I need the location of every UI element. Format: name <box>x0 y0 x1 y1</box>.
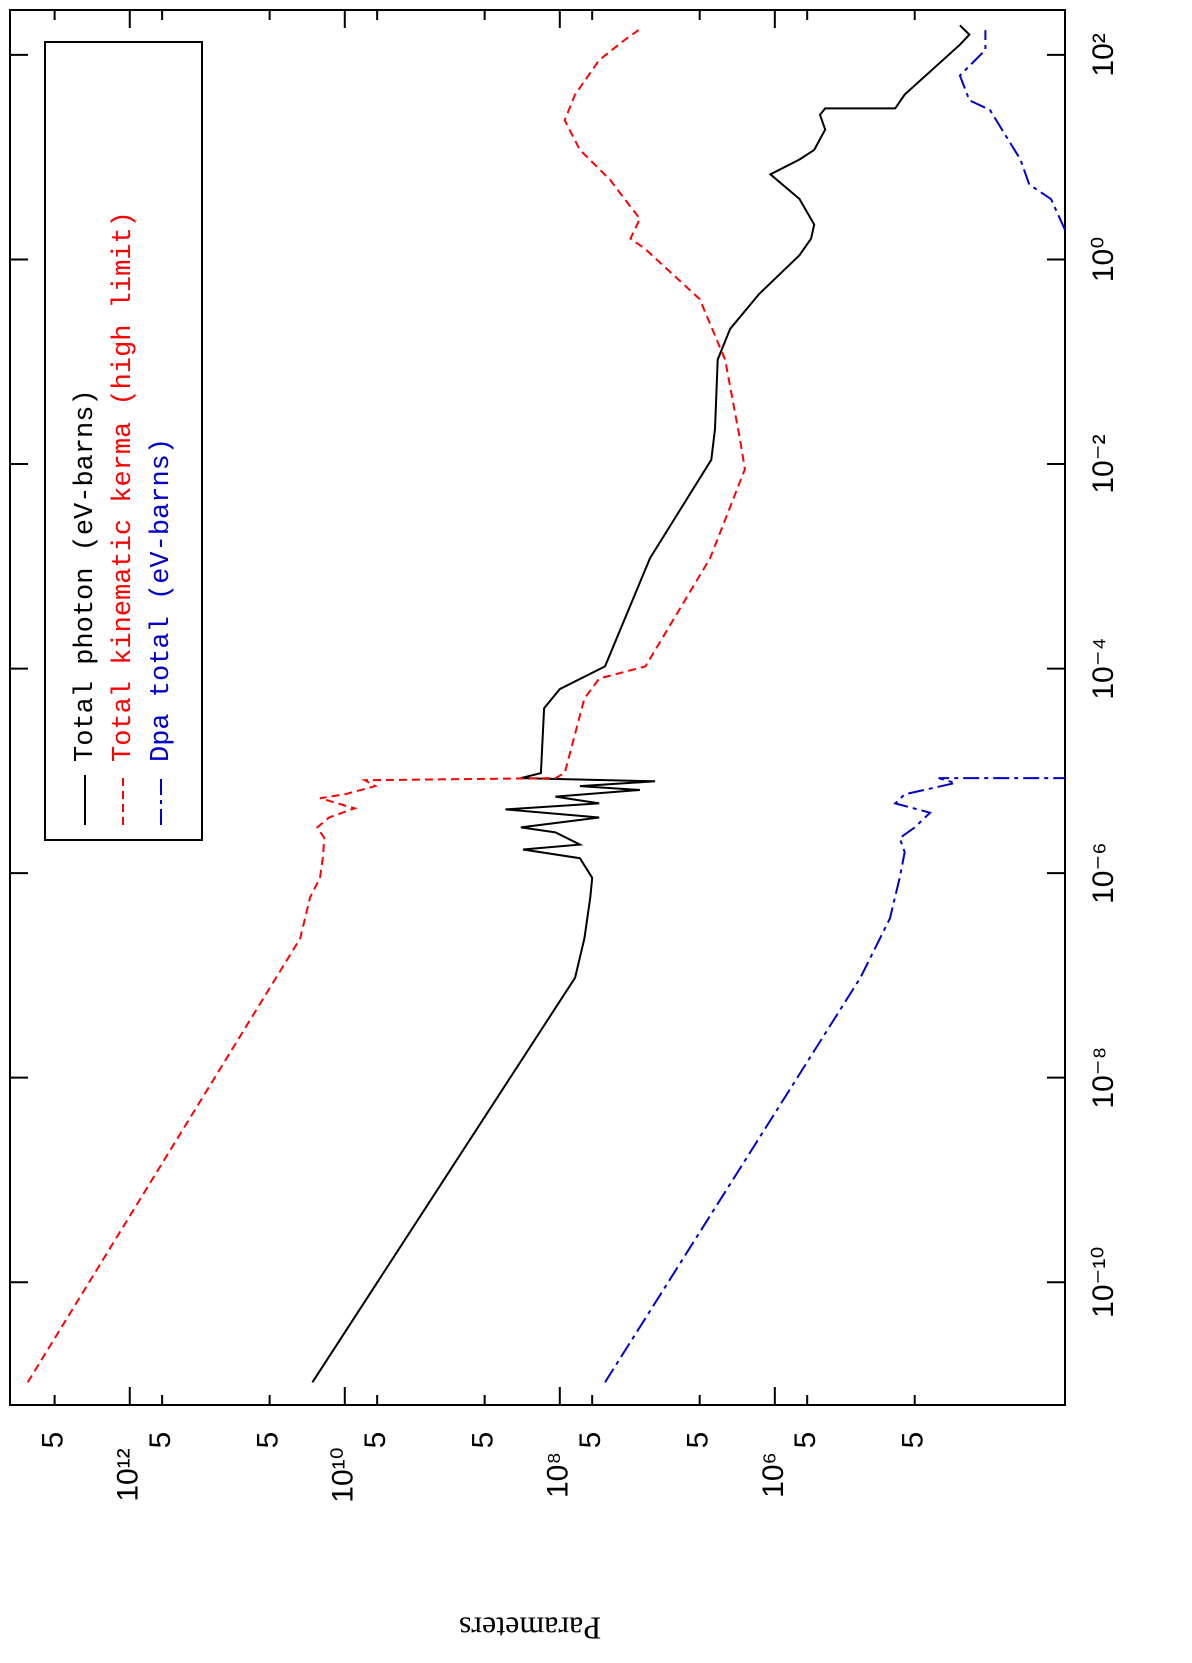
x-tick-label: 10⁻⁴ <box>1087 638 1120 700</box>
legend-label: Dpa total (eV-barns) <box>147 438 177 762</box>
x-tick-label: 10⁻⁶ <box>1087 842 1120 904</box>
plot-frame <box>9 9 1066 1406</box>
y-tick-label: 5 <box>789 1432 822 1449</box>
series-line <box>604 777 1065 1383</box>
series-line <box>26 29 746 1383</box>
legend-box <box>44 41 203 841</box>
y-tick-label: 5 <box>574 1432 607 1449</box>
y-tick-label: 5 <box>37 1432 70 1449</box>
y-tick-label: 10¹⁰ <box>327 1447 360 1502</box>
y-tick-label: 10⁸ <box>542 1452 575 1498</box>
series-line <box>311 24 971 1383</box>
x-tick-label: 10⁰ <box>1087 237 1120 282</box>
y-tick-label: 10⁶ <box>757 1452 790 1498</box>
y-axis-label: Parameters <box>459 1611 601 1647</box>
y-tick-label: 5 <box>682 1432 715 1449</box>
y-tick-label: 5 <box>467 1432 500 1449</box>
y-tick-label: 5 <box>252 1432 285 1449</box>
legend-label: Total kinematic kerma (high limit) <box>109 211 139 762</box>
x-tick-label: 10⁻² <box>1087 434 1120 493</box>
y-tick-label: 10¹² <box>112 1448 145 1501</box>
series-line <box>958 30 1066 231</box>
x-tick-label: 10² <box>1087 33 1120 76</box>
y-tick-label: 5 <box>144 1432 177 1449</box>
legend-label: Total photon (eV-barns) <box>71 389 101 762</box>
x-tick-label: 10⁻¹⁰ <box>1087 1247 1120 1318</box>
y-tick-label: 5 <box>897 1432 930 1449</box>
x-tick-label: 10⁻⁸ <box>1087 1047 1120 1109</box>
y-tick-label: 5 <box>359 1432 392 1449</box>
